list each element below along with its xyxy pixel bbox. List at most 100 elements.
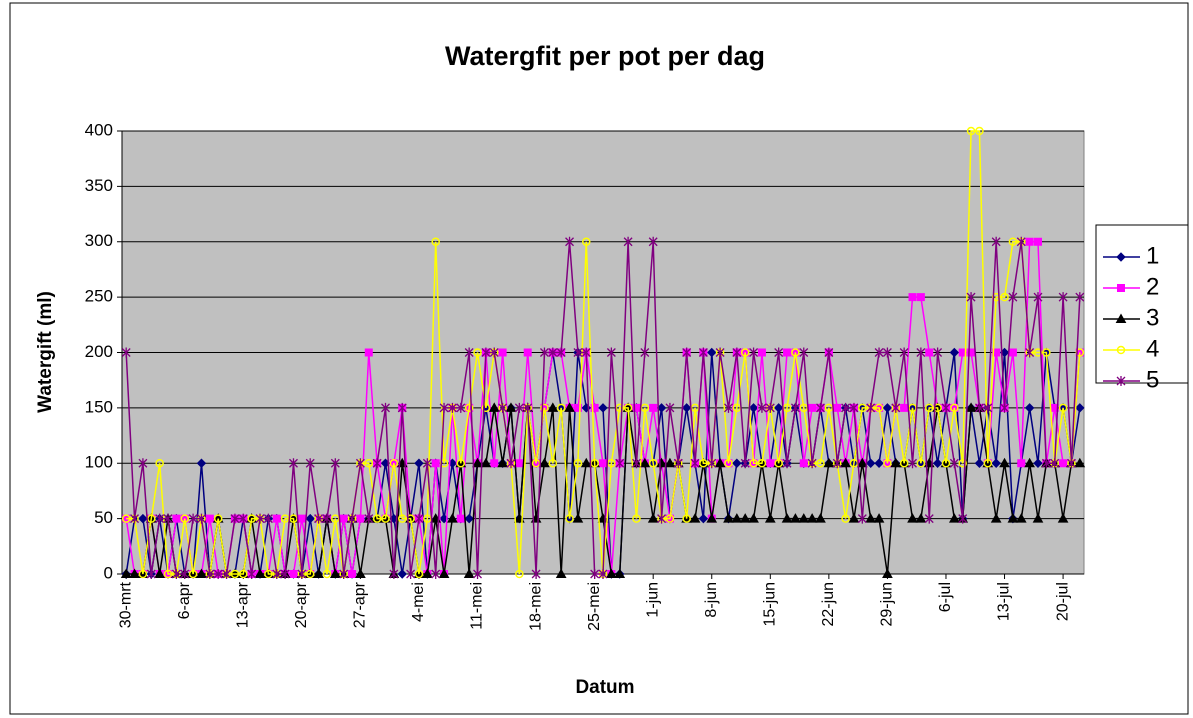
marker <box>397 514 407 523</box>
x-tick-label: 6-apr <box>176 581 193 619</box>
marker <box>572 513 584 523</box>
marker <box>723 513 734 523</box>
marker <box>515 459 524 468</box>
marker <box>665 402 675 413</box>
marker <box>573 403 582 412</box>
marker <box>874 347 884 358</box>
marker <box>555 568 567 578</box>
marker <box>297 569 307 579</box>
y-tick-label: 350 <box>85 176 113 195</box>
marker <box>540 403 549 413</box>
marker <box>1008 292 1018 303</box>
marker <box>464 347 474 358</box>
marker <box>564 402 575 412</box>
marker <box>1032 513 1044 523</box>
marker <box>799 347 809 358</box>
marker <box>573 459 583 468</box>
marker <box>364 513 374 524</box>
x-tick-label: 11-mei <box>469 582 486 630</box>
marker <box>731 513 743 523</box>
marker <box>473 348 482 357</box>
marker <box>740 348 750 357</box>
marker <box>798 513 810 523</box>
marker <box>197 513 206 524</box>
marker <box>890 457 902 468</box>
marker <box>806 513 818 523</box>
marker <box>974 458 985 468</box>
marker <box>949 458 959 469</box>
marker <box>950 403 959 413</box>
marker <box>580 457 592 468</box>
marker <box>857 513 867 524</box>
marker <box>647 513 659 523</box>
y-tick-label: 50 <box>94 508 113 527</box>
marker <box>924 403 934 413</box>
legend-label: 4 <box>1146 335 1159 362</box>
marker <box>632 458 641 469</box>
marker <box>975 126 984 136</box>
marker <box>883 459 892 468</box>
marker <box>447 513 458 523</box>
x-tick-label: 27-apr <box>352 581 369 628</box>
marker <box>815 513 826 523</box>
marker <box>531 569 541 579</box>
marker <box>882 347 892 358</box>
marker <box>414 569 424 579</box>
marker <box>790 513 801 523</box>
marker <box>305 458 315 469</box>
marker <box>773 403 784 413</box>
marker <box>414 458 424 468</box>
marker <box>264 569 273 579</box>
marker <box>272 569 282 579</box>
marker <box>689 513 701 523</box>
marker <box>933 347 943 358</box>
marker <box>1075 403 1085 413</box>
marker <box>648 236 658 247</box>
marker <box>757 348 766 357</box>
marker <box>882 568 893 578</box>
marker <box>665 514 675 523</box>
x-tick-label: 20-apr <box>293 581 310 628</box>
marker <box>138 458 148 469</box>
legend-label: 2 <box>1146 273 1159 300</box>
marker <box>823 457 835 468</box>
marker <box>381 402 390 413</box>
marker <box>749 459 758 468</box>
y-tick-label: 300 <box>85 231 113 250</box>
legend-marker <box>1116 376 1126 386</box>
marker <box>438 568 450 578</box>
y-tick-label: 150 <box>85 397 113 416</box>
marker <box>547 402 559 412</box>
marker <box>715 347 725 358</box>
marker <box>606 347 616 358</box>
marker <box>406 569 416 579</box>
marker <box>983 459 993 468</box>
marker <box>899 459 909 468</box>
marker <box>272 514 281 523</box>
marker <box>480 457 492 468</box>
marker <box>497 457 508 468</box>
marker <box>1008 348 1017 357</box>
marker <box>808 403 817 412</box>
marker <box>129 568 140 578</box>
legend-label: 3 <box>1146 304 1159 331</box>
marker <box>397 569 407 579</box>
marker <box>498 348 507 357</box>
marker <box>422 458 432 469</box>
marker <box>1007 513 1019 523</box>
marker <box>873 513 885 523</box>
x-tick-label: 13-jul <box>996 582 1013 621</box>
marker <box>171 569 181 579</box>
marker <box>548 347 558 358</box>
marker <box>590 569 600 579</box>
marker <box>431 237 440 246</box>
marker <box>1024 403 1035 413</box>
marker <box>748 403 759 413</box>
marker <box>682 347 692 358</box>
marker <box>874 458 884 468</box>
legend <box>1095 224 1189 384</box>
marker <box>999 457 1010 468</box>
y-tick-label: 0 <box>104 563 113 582</box>
x-tick-label: 1-jun <box>644 582 661 618</box>
marker <box>263 513 273 524</box>
